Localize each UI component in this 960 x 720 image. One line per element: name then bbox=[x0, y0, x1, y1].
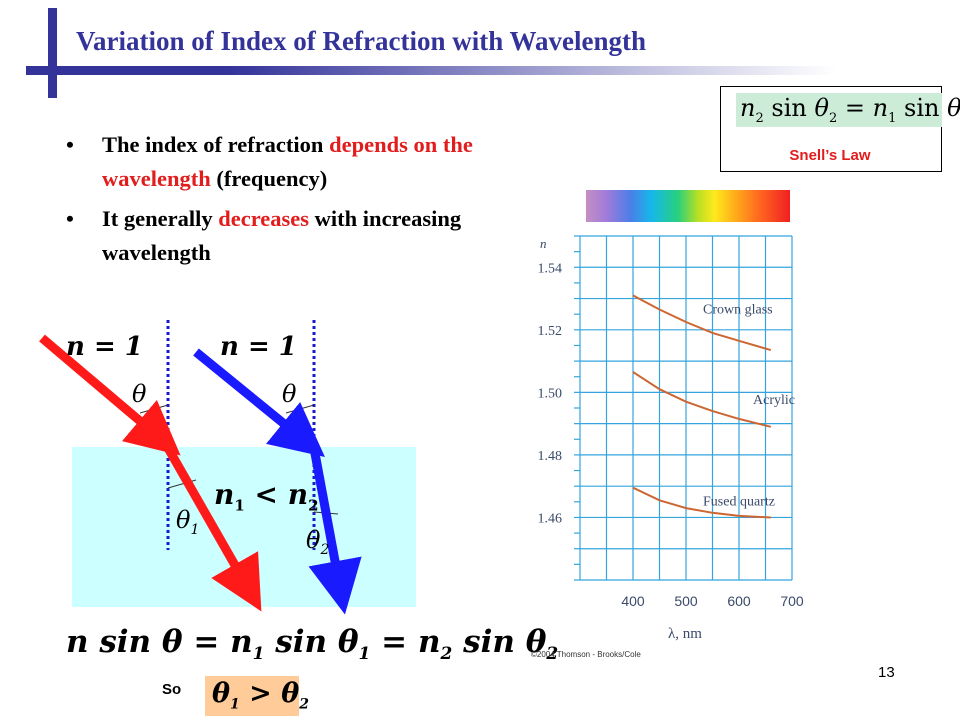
series-label: Fused quartz bbox=[703, 495, 775, 510]
y-tick-label: 1.46 bbox=[538, 511, 563, 526]
blue-refracted-ray bbox=[308, 447, 362, 615]
series-label: Acrylic bbox=[753, 393, 795, 408]
x-axis-label: λ, nm bbox=[668, 626, 702, 642]
theta-incident-left: θ bbox=[132, 380, 147, 408]
bullet-item: • It generally decreases with increasing… bbox=[66, 202, 546, 270]
blue-incident-ray bbox=[193, 348, 325, 458]
chart-ticks: 400 500 600 700 1.54 1.52 1.50 1.48 1.46 bbox=[538, 261, 804, 609]
refractive-index-chart: 400 500 600 700 1.54 1.52 1.50 1.48 1.46 Crown g… bbox=[538, 235, 804, 642]
chart-grid bbox=[574, 235, 793, 581]
refraction-equation: n sin θ = n1 sin θ1 = n2 sin θ2 bbox=[66, 624, 559, 665]
figure-credit: ©2004 Thomson - Brooks/Cole bbox=[531, 650, 641, 659]
snell-law-label: Snell’s Law bbox=[789, 147, 871, 164]
color-spectrum bbox=[586, 190, 790, 222]
bullet-highlight: decreases bbox=[218, 206, 310, 231]
bullet-text: It generally bbox=[102, 206, 219, 231]
bullet-item: • The index of refraction depends on the… bbox=[66, 128, 546, 196]
bullet-marker: • bbox=[66, 206, 74, 231]
angle-inequality: θ1 > θ2 bbox=[212, 678, 309, 713]
n-equals-one-right: n = 1 bbox=[220, 332, 297, 362]
theta-incident-right: θ bbox=[282, 380, 297, 408]
bullet-marker: • bbox=[66, 132, 74, 157]
theta-1-label: θ1 bbox=[176, 506, 200, 538]
y-tick-label: 1.54 bbox=[538, 261, 563, 276]
bullet-list: • The index of refraction depends on the… bbox=[66, 128, 546, 276]
slide-title: Variation of Index of Refraction with Wa… bbox=[76, 26, 646, 56]
series-line bbox=[632, 486, 771, 519]
inequality-highlight bbox=[205, 676, 299, 716]
index-relation: n1 < n2 bbox=[214, 478, 319, 515]
x-tick-label: 400 bbox=[621, 593, 645, 609]
bullet-text: The index of refraction bbox=[102, 132, 330, 157]
x-tick-label: 600 bbox=[727, 593, 751, 609]
series-label: Crown glass bbox=[703, 302, 773, 317]
y-tick-label: 1.52 bbox=[538, 324, 563, 339]
n-equals-one-left: n = 1 bbox=[66, 332, 143, 362]
x-tick-label: 700 bbox=[780, 593, 804, 609]
red-refracted-ray bbox=[164, 445, 262, 612]
x-tick-label: 500 bbox=[674, 593, 698, 609]
snell-equation: n2 sin θ2 = n1 sin θ1 bbox=[740, 94, 960, 126]
series-line bbox=[632, 294, 772, 352]
title-underline bbox=[26, 66, 836, 75]
chart-series: Crown glass Acrylic Fused quartz bbox=[632, 294, 795, 519]
y-axis-label: n bbox=[540, 236, 547, 251]
y-tick-label: 1.48 bbox=[538, 449, 563, 464]
page-number: 13 bbox=[878, 664, 895, 681]
bullet-text: with increasing wavelength bbox=[102, 206, 462, 265]
so-label: So bbox=[162, 681, 182, 698]
bullet-text: (frequency) bbox=[210, 166, 328, 191]
theta-2-label: θ2 bbox=[306, 526, 330, 558]
bullet-highlight: depends on the wavelength bbox=[102, 132, 473, 191]
snell-equation-bg bbox=[736, 93, 942, 127]
y-tick-label: 1.50 bbox=[538, 386, 563, 401]
series-line bbox=[632, 371, 772, 428]
title-accent-bar bbox=[48, 8, 57, 98]
red-incident-ray bbox=[39, 334, 181, 456]
